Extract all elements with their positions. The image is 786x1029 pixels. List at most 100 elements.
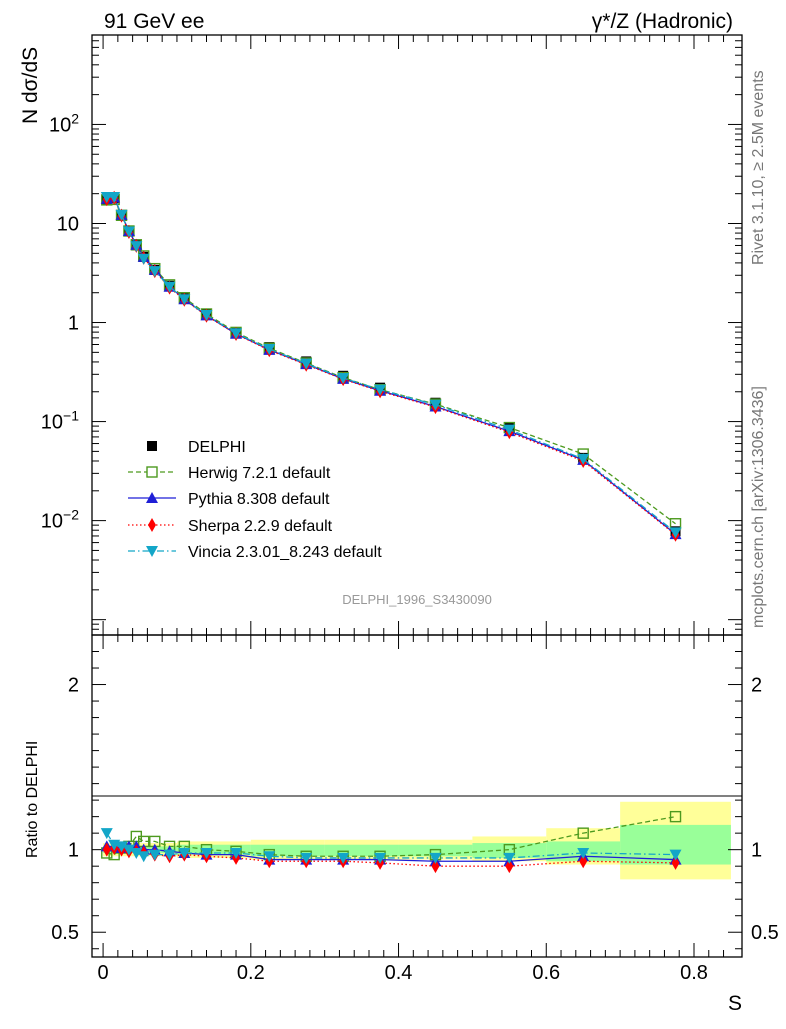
data-point-vincia-2-3-01-8-243-default — [178, 294, 191, 306]
main-panel: 102 10 1 10−1 10−2 — [41, 34, 743, 636]
ratio-point-vincia-2-3-01-8-243-default — [130, 847, 143, 859]
ratio-point-vincia-2-3-01-8-243-default — [200, 847, 213, 859]
ratio-y-tick-label-right: 0.5 — [751, 922, 779, 944]
y-tick-label: 10−1 — [41, 408, 79, 434]
data-point-vincia-2-3-01-8-243-default — [230, 328, 243, 340]
ratio-point-vincia-2-3-01-8-243-default — [429, 852, 442, 864]
ratio-frame — [91, 634, 743, 958]
legend-marker-delphi — [147, 441, 157, 451]
legend-label-delphi: DELPHI — [188, 439, 246, 456]
ratio-panel: 2 2 1 1 0.5 0.5 0 0.2 0.4 0.6 0.8 — [51, 634, 779, 984]
x-tick-label: 0.2 — [237, 962, 265, 984]
data-point-vincia-2-3-01-8-243-default — [337, 373, 350, 385]
mcplots-reference-label: mcplots.cern.ch [arXiv:1306.3436] — [750, 386, 767, 628]
legend-entry-sherpa: Sherpa 2.2.9 default — [128, 518, 333, 535]
data-point-vincia-2-3-01-8-243-default — [263, 344, 276, 356]
x-tick-label: 0.4 — [385, 962, 413, 984]
x-tick-label: 0.8 — [680, 962, 708, 984]
ratio-point-vincia-2-3-01-8-243-default — [503, 852, 516, 864]
ratio-point-vincia-2-3-01-8-243-default — [115, 841, 128, 853]
data-point-vincia-2-3-01-8-243-default — [300, 358, 313, 370]
y-tick-label: 10 — [57, 213, 79, 235]
data-point-vincia-2-3-01-8-243-default — [163, 281, 176, 293]
series-vincia-2-3-01-8-243-default — [100, 192, 682, 539]
data-point-vincia-2-3-01-8-243-default — [577, 453, 590, 465]
legend-entry-delphi: DELPHI — [147, 439, 246, 456]
ratio-y-axis-label: Ratio to DELPHI — [24, 741, 41, 858]
ratio-point-sherpa-2-2-9-default — [579, 854, 588, 869]
legend-marker-pythia — [146, 492, 158, 503]
data-point-vincia-2-3-01-8-243-default — [374, 384, 387, 396]
legend: DELPHI Herwig 7.2.1 default Pythia 8.308… — [128, 439, 382, 561]
ratio-point-vincia-2-3-01-8-243-default — [374, 852, 387, 864]
data-point-vincia-2-3-01-8-243-default — [429, 399, 442, 411]
data-point-vincia-2-3-01-8-243-default — [200, 310, 213, 322]
legend-label-sherpa: Sherpa 2.2.9 default — [188, 518, 333, 535]
x-axis-label: S — [728, 992, 742, 1015]
stat-uncertainty-band — [398, 844, 473, 857]
ratio-point-sherpa-2-2-9-default — [505, 859, 514, 874]
ratio-point-sherpa-2-2-9-default — [102, 842, 111, 857]
legend-entry-pythia: Pythia 8.308 default — [128, 491, 330, 508]
ratio-y-tick-label-left: 1 — [68, 840, 79, 862]
data-point-vincia-2-3-01-8-243-default — [137, 253, 150, 265]
rivet-version-label: Rivet 3.1.10, ≥ 2.5M events — [750, 70, 767, 265]
data-point-vincia-2-3-01-8-243-default — [130, 241, 143, 253]
data-point-vincia-2-3-01-8-243-default — [108, 192, 121, 204]
x-tick-label: 0.6 — [532, 962, 560, 984]
data-point-vincia-2-3-01-8-243-default — [503, 424, 516, 436]
legend-marker-herwig — [146, 466, 158, 478]
y-tick-label: 102 — [49, 110, 79, 136]
ratio-point-sherpa-2-2-9-default — [431, 859, 440, 874]
ratio-point-vincia-2-3-01-8-243-default — [577, 847, 590, 859]
ratio-point-vincia-2-3-01-8-243-default — [148, 849, 161, 861]
main-series-group — [100, 190, 682, 542]
legend-label-herwig: Herwig 7.2.1 default — [188, 465, 331, 482]
legend-entry-vincia: Vincia 2.3.01_8.243 default — [128, 544, 382, 561]
ratio-point-vincia-2-3-01-8-243-default — [230, 847, 243, 859]
legend-marker-sherpa — [148, 518, 156, 532]
data-point-vincia-2-3-01-8-243-default — [122, 226, 135, 238]
plot-title-left: 91 GeV ee — [104, 10, 204, 33]
ratio-point-vincia-2-3-01-8-243-default — [337, 852, 350, 864]
ratio-series-vincia-2-3-01-8-243-default — [100, 828, 682, 864]
data-point-herwig-7-2-1-default — [669, 518, 682, 530]
ratio-series-group — [100, 810, 682, 874]
ratio-y-tick-label-left: 2 — [68, 675, 79, 697]
ratio-y-tick-label-right: 1 — [751, 840, 762, 862]
ratio-point-vincia-2-3-01-8-243-default — [100, 828, 113, 840]
ratio-point-herwig-7-2-1-default — [577, 827, 589, 839]
ratio-point-vincia-2-3-01-8-243-default — [263, 851, 276, 863]
ratio-point-vincia-2-3-01-8-243-default — [300, 852, 313, 864]
ratio-point-herwig-7-2-1-default — [669, 810, 682, 823]
legend-entry-herwig: Herwig 7.2.1 default — [128, 465, 331, 482]
stat-uncertainty-band — [176, 844, 251, 855]
ratio-point-sherpa-2-2-9-default — [671, 855, 680, 870]
data-point-vincia-2-3-01-8-243-default — [669, 527, 682, 539]
ratio-y-tick-label-left: 0.5 — [51, 922, 79, 944]
stat-uncertainty-band — [472, 843, 547, 858]
data-point-vincia-2-3-01-8-243-default — [115, 209, 128, 221]
ratio-y-tick-label-right: 2 — [751, 675, 762, 697]
analysis-reference: DELPHI_1996_S3430090 — [342, 592, 492, 607]
ratio-point-vincia-2-3-01-8-243-default — [122, 844, 135, 856]
main-axis-ticks: 102 10 1 10−1 10−2 — [41, 34, 742, 636]
x-tick-label: 0 — [98, 962, 109, 984]
stat-uncertainty-band — [250, 844, 325, 857]
ratio-point-vincia-2-3-01-8-243-default — [669, 849, 682, 861]
ratio-point-vincia-2-3-01-8-243-default — [137, 851, 150, 863]
ratio-point-vincia-2-3-01-8-243-default — [178, 847, 191, 859]
legend-label-vincia: Vincia 2.3.01_8.243 default — [188, 544, 382, 561]
plot-title-right: γ*/Z (Hadronic) — [592, 10, 733, 33]
stat-uncertainty-band — [324, 844, 399, 857]
legend-marker-vincia — [146, 546, 158, 557]
y-tick-label: 1 — [68, 313, 79, 335]
data-point-vincia-2-3-01-8-243-default — [148, 266, 161, 278]
main-y-axis-label: N dσ/dS — [19, 47, 42, 124]
ratio-axis-ticks: 2 2 1 1 0.5 0.5 0 0.2 0.4 0.6 0.8 — [51, 635, 779, 984]
legend-label-pythia: Pythia 8.308 default — [188, 491, 330, 508]
ratio-point-vincia-2-3-01-8-243-default — [163, 849, 176, 861]
y-tick-label: 10−2 — [41, 507, 79, 533]
